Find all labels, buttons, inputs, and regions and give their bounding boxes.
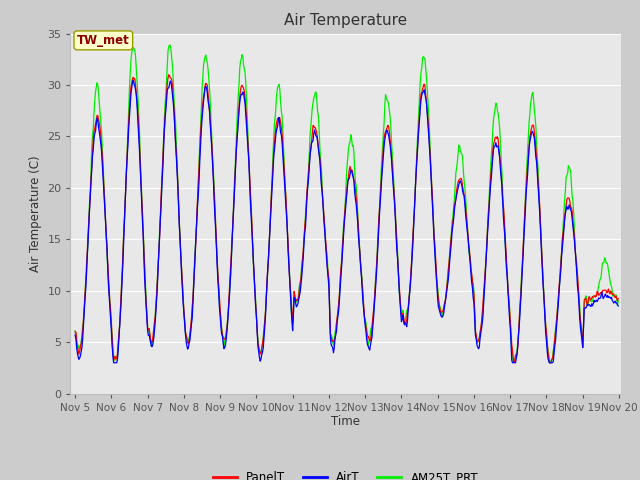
X-axis label: Time: Time — [331, 415, 360, 429]
Text: TW_met: TW_met — [77, 34, 130, 47]
Legend: PanelT, AirT, AM25T_PRT: PanelT, AirT, AM25T_PRT — [209, 466, 483, 480]
Title: Air Temperature: Air Temperature — [284, 13, 407, 28]
Y-axis label: Air Temperature (C): Air Temperature (C) — [29, 156, 42, 272]
